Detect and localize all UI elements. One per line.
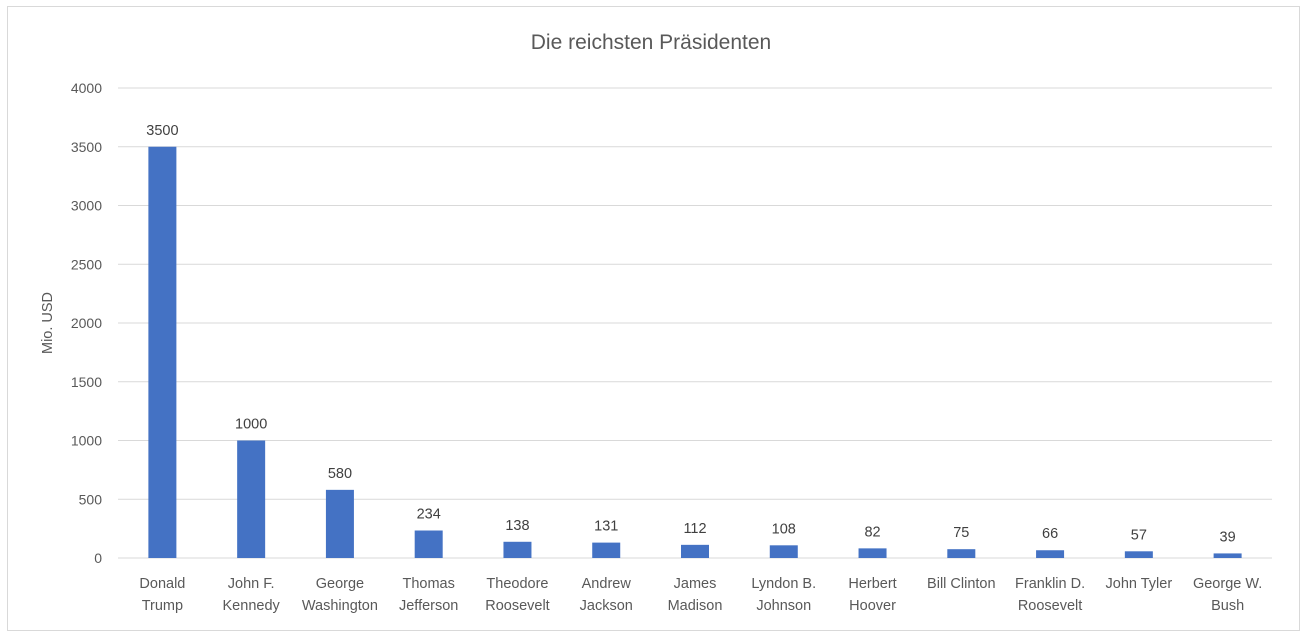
bar	[1213, 553, 1242, 558]
x-category-label: George	[316, 576, 364, 592]
bar	[858, 548, 887, 558]
x-category-label: James	[674, 576, 717, 592]
y-tick-label: 3500	[71, 139, 102, 155]
x-category-label: Jackson	[580, 598, 633, 614]
x-category-label: Washington	[302, 598, 378, 614]
x-category-label: Lyndon B.	[751, 576, 816, 592]
x-category-label: Theodore	[486, 576, 548, 592]
data-label: 112	[683, 521, 706, 537]
data-label: 57	[1131, 527, 1147, 543]
bar	[1036, 550, 1065, 558]
bar	[769, 545, 798, 558]
y-axis-ticks: 0 500 1000 1500 2000 2500 3000 3500 4000	[71, 80, 102, 566]
x-category-label: Bush	[1211, 598, 1244, 614]
y-tick-label: 2500	[71, 256, 102, 272]
bar	[148, 146, 177, 558]
y-tick-label: 1000	[71, 433, 102, 449]
y-tick-label: 500	[79, 491, 103, 507]
x-category: Franklin D. Roosevelt	[1015, 576, 1085, 614]
data-label: 131	[594, 519, 618, 535]
chart-title: Die reichsten Präsidenten	[531, 31, 771, 54]
x-category: Andrew Jackson	[580, 576, 633, 614]
chart-frame	[7, 6, 1300, 631]
x-category-label: Andrew	[582, 576, 632, 592]
y-tick-label: 2000	[71, 315, 102, 331]
x-category: Thomas Jefferson	[399, 576, 458, 614]
x-category-label: Kennedy	[223, 598, 281, 614]
x-category-label: Thomas	[402, 576, 454, 592]
x-category: Lyndon B. Johnson	[751, 576, 816, 614]
data-label: 580	[328, 466, 352, 482]
bar	[681, 544, 709, 558]
data-label: 138	[505, 518, 529, 534]
x-axis-categories: Donald Trump John F. Kennedy George Washingto…	[139, 576, 1262, 614]
x-category-label: Donald	[139, 576, 185, 592]
data-label: 66	[1042, 526, 1058, 542]
data-labels: 3500 1000 580 234 138 131 112 108 82 75 66 57 39	[146, 123, 1235, 546]
x-category: Bill Clinton	[927, 576, 996, 592]
y-axis-label: Mio. USD	[40, 292, 56, 354]
y-tick-label: 4000	[71, 80, 102, 96]
x-category-label: Bill Clinton	[927, 576, 996, 592]
y-tick-label: 0	[94, 550, 102, 566]
x-category: George W. Bush	[1193, 576, 1262, 614]
data-label: 1000	[235, 417, 267, 433]
bar	[503, 541, 532, 558]
bar	[414, 530, 443, 558]
data-label: 82	[864, 524, 880, 540]
bars	[148, 146, 1242, 558]
x-category-label: John F.	[228, 576, 275, 592]
x-category-label: Johnson	[756, 598, 811, 614]
y-tick-label: 3000	[71, 198, 102, 214]
data-label: 39	[1220, 529, 1236, 545]
x-category: George Washington	[302, 576, 378, 614]
x-category: John Tyler	[1106, 576, 1173, 592]
bar	[947, 549, 976, 558]
x-category-label: John Tyler	[1106, 576, 1173, 592]
x-category: John F. Kennedy	[223, 576, 281, 614]
data-label: 234	[417, 507, 441, 523]
bar	[325, 489, 354, 558]
x-category: Theodore Roosevelt	[485, 576, 549, 614]
bar	[592, 542, 621, 558]
x-category-label: Roosevelt	[1018, 598, 1082, 614]
x-category: Donald Trump	[139, 576, 185, 614]
y-tick-label: 1500	[71, 374, 102, 390]
x-category-label: Herbert	[848, 576, 896, 592]
data-label: 75	[953, 525, 969, 541]
x-category: Herbert Hoover	[848, 576, 896, 614]
bar	[237, 440, 266, 558]
data-label: 3500	[146, 123, 178, 139]
x-category-label: Franklin D.	[1015, 576, 1085, 592]
bar	[1124, 551, 1153, 558]
x-category-label: Trump	[142, 598, 183, 614]
x-category-label: Madison	[668, 598, 723, 614]
x-category-label: George W.	[1193, 576, 1262, 592]
x-category-label: Jefferson	[399, 598, 458, 614]
x-category-label: Hoover	[849, 598, 896, 614]
gridlines	[118, 87, 1272, 559]
data-label: 108	[772, 521, 796, 537]
x-category: James Madison	[668, 576, 723, 614]
x-category-label: Roosevelt	[485, 598, 549, 614]
